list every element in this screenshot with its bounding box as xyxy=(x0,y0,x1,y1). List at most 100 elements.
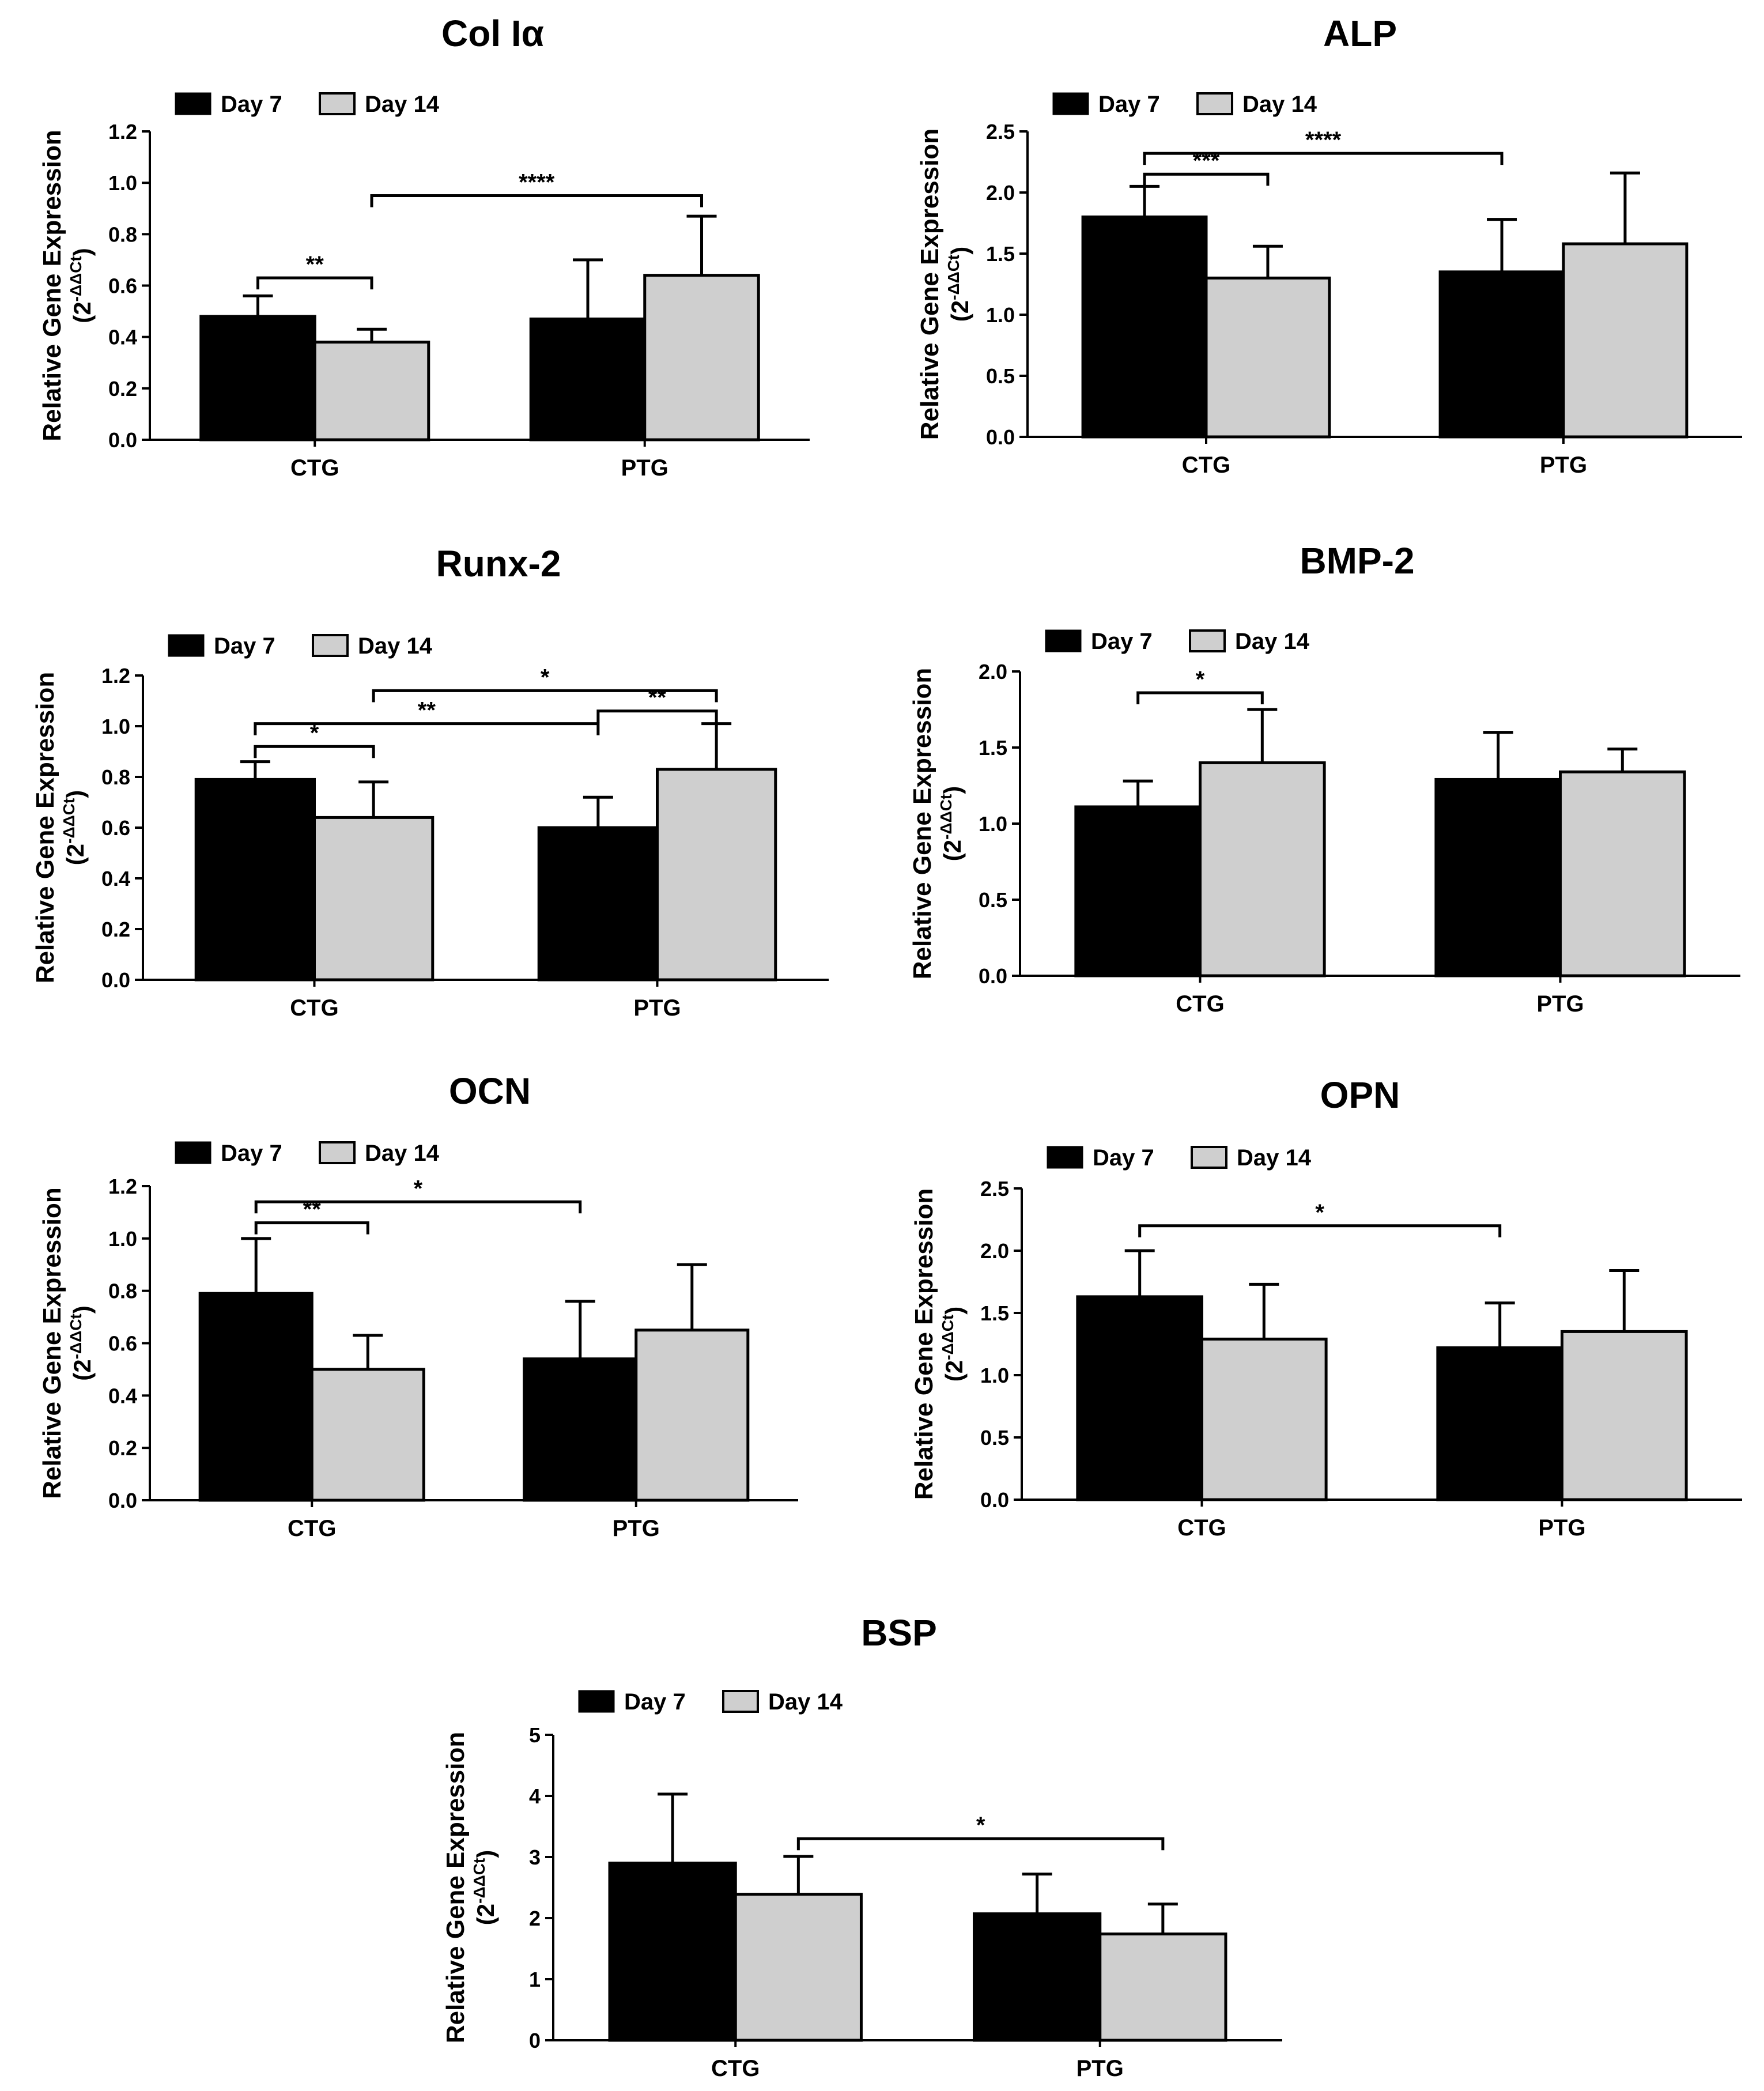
y-axis-label-line2: (2-ΔΔCt) xyxy=(60,790,89,865)
y-tick-label: 0.0 xyxy=(108,428,137,452)
significance-label: ** xyxy=(418,698,436,723)
y-tick-label: 2.5 xyxy=(980,1177,1009,1201)
legend-label-day14: Day 14 xyxy=(1235,629,1310,654)
bar-day14-ptg xyxy=(656,768,777,982)
bar-day14-ptg xyxy=(643,274,760,441)
y-tick-label: 0.8 xyxy=(108,222,137,246)
bar-day14-ptg xyxy=(1562,242,1689,439)
chart-title: ALP xyxy=(1323,13,1397,54)
significance-label: * xyxy=(976,1813,985,1838)
x-tick-label-ctg: CTG xyxy=(1182,452,1230,478)
bar-day7-ctg xyxy=(194,777,316,982)
y-axis-label-line1: Relative Gene Expression xyxy=(441,1732,470,2043)
y-tick-label: 2.0 xyxy=(979,660,1007,684)
y-tick-label: 0.6 xyxy=(101,816,130,840)
y-axis-label: Relative Gene Expression (2-ΔΔCt) xyxy=(916,129,973,440)
bar-day14-ptg xyxy=(1559,770,1686,977)
legend-label-day7: Day 7 xyxy=(1098,92,1160,117)
y-tick-label: 5 xyxy=(529,1723,541,1747)
y-tick-label: 3 xyxy=(529,1845,541,1869)
significance-bracket: * xyxy=(254,1176,582,1214)
y-axis-label-line2: (2-ΔΔCt) xyxy=(67,248,96,323)
x-tick-label-ctg: CTG xyxy=(290,455,339,481)
y-axis: 0.0 0.2 0.4 0.6 0.8 1.0 1.2 xyxy=(108,1175,151,1512)
legend: Day 7 Day 14 xyxy=(175,92,440,117)
legend-swatch-day7 xyxy=(1045,629,1082,652)
y-tick-label: 0.6 xyxy=(108,274,137,298)
chart-ocn: OCN Day 7 Day 14 Relative Gene Expression (2… xyxy=(38,1070,798,1541)
significance-bracket: * xyxy=(1138,1200,1502,1237)
y-tick-label: 0.0 xyxy=(979,964,1007,988)
bar-day7-ctg xyxy=(198,1292,313,1502)
significance-label: ** xyxy=(306,252,324,277)
legend-swatch-day14 xyxy=(1191,1146,1227,1169)
y-tick-label: 0.4 xyxy=(108,326,137,349)
significance-line xyxy=(254,722,600,735)
legend: Day 7 Day 14 xyxy=(1047,1145,1312,1171)
y-tick-label: 0.4 xyxy=(101,867,130,890)
chart-col-i: Col Iα Day 7 Day 14 Relative Gene Expressio… xyxy=(38,13,810,481)
bar-day7-ctg xyxy=(1076,1295,1203,1501)
x-tick-label-ptg: PTG xyxy=(633,995,681,1021)
significance-line xyxy=(256,276,373,290)
significance-line xyxy=(596,709,718,723)
y-axis: 0.0 0.2 0.4 0.6 0.8 1.0 1.2 xyxy=(108,120,151,452)
bar-day14-ctg xyxy=(1204,276,1331,439)
bar-day14-ctg xyxy=(313,816,435,982)
y-tick-label: 1.5 xyxy=(979,736,1007,760)
significance-label: **** xyxy=(1305,127,1342,153)
y-axis-label-line1: Relative Gene Expression xyxy=(38,1187,66,1499)
y-tick-label: 1.2 xyxy=(108,120,137,144)
significance-label: * xyxy=(1196,667,1205,692)
y-axis: 0.0 0.5 1.0 1.5 2.0 2.5 xyxy=(986,120,1029,449)
y-axis-label-line2: (2-ΔΔCt) xyxy=(470,1850,499,1925)
bar-day7-ctg xyxy=(1074,805,1202,977)
y-tick-label: 0.0 xyxy=(986,425,1015,449)
legend-swatch-day7 xyxy=(578,1690,615,1713)
y-axis-label: Relative Gene Expression (2-ΔΔCt) xyxy=(441,1732,499,2043)
y-tick-label: 0.5 xyxy=(980,1426,1009,1450)
significance-line xyxy=(254,745,375,758)
y-tick-label: 1.2 xyxy=(101,664,130,688)
y-axis-label-line2: (2-ΔΔCt) xyxy=(937,786,966,861)
y-tick-label: 0.8 xyxy=(101,765,130,789)
significance-bracket: * xyxy=(254,720,375,758)
legend-label-day7: Day 7 xyxy=(624,1689,686,1715)
bar-day14-ctg xyxy=(734,1893,863,2042)
legend: Day 7 Day 14 xyxy=(168,633,433,659)
significance-bracket: ** xyxy=(256,252,373,290)
significance-line xyxy=(370,194,704,207)
significance-line xyxy=(372,689,718,703)
chart-title: Col Iα xyxy=(441,13,544,54)
y-axis-label-line1: Relative Gene Expression xyxy=(908,668,936,979)
bar-day14-ptg xyxy=(634,1328,750,1502)
bar-day14-ptg xyxy=(1561,1330,1688,1501)
chart-title: OPN xyxy=(1320,1074,1400,1116)
y-tick-label: 0.0 xyxy=(101,968,130,992)
chart-alp: ALP Day 7 Day 14 Relative Gene Expression (2… xyxy=(916,13,1742,478)
y-tick-label: 0.0 xyxy=(980,1488,1009,1512)
x-axis: CTG PTG xyxy=(143,979,829,1021)
legend-swatch-day14 xyxy=(1189,629,1226,652)
y-tick-label: 1.5 xyxy=(980,1301,1009,1325)
legend-label-day14: Day 14 xyxy=(1242,92,1317,117)
significance-label: * xyxy=(1315,1200,1324,1225)
x-tick-label-ctg: CTG xyxy=(290,995,338,1021)
y-tick-label: 1.0 xyxy=(986,303,1015,327)
y-tick-label: 0.4 xyxy=(108,1384,137,1407)
y-tick-label: 1.0 xyxy=(108,1227,137,1251)
chart-opn: OPN Day 7 Day 14 Relative Gene Expression (2… xyxy=(910,1074,1742,1541)
y-axis-label-line1: Relative Gene Expression xyxy=(916,129,944,440)
chart-runx-2: Runx-2 Day 7 Day 14 Relative Gene Expressio… xyxy=(31,543,829,1021)
y-tick-label: 0 xyxy=(529,2029,541,2052)
y-axis-label: Relative Gene Expression (2-ΔΔCt) xyxy=(38,1187,96,1499)
x-tick-label-ptg: PTG xyxy=(613,1516,660,1541)
x-axis: CTG PTG xyxy=(553,2039,1282,2081)
bar-day7-ptg xyxy=(529,317,647,441)
legend-swatch-day14 xyxy=(319,92,356,115)
significance-bracket: * xyxy=(796,1813,1165,1851)
x-axis: CTG PTG xyxy=(1028,436,1742,478)
y-tick-label: 0.5 xyxy=(979,888,1007,912)
y-tick-label: 1.0 xyxy=(101,715,130,738)
legend-swatch-day7 xyxy=(168,634,205,657)
